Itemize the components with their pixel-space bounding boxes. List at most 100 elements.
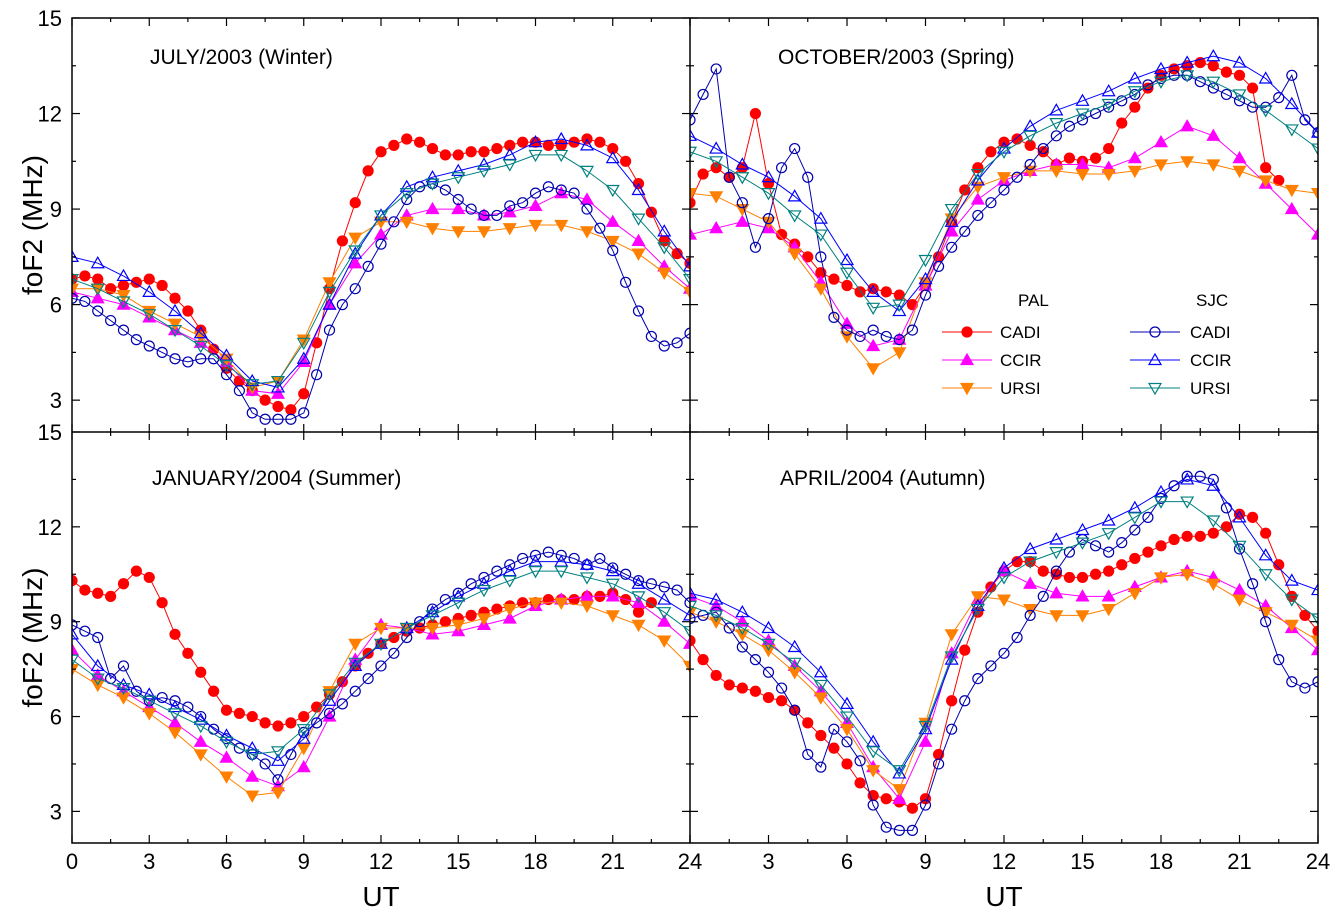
- data-point: [272, 413, 284, 425]
- data-point: [1153, 159, 1169, 172]
- data-point: [918, 254, 933, 268]
- data-point: [182, 701, 194, 713]
- data-point: [866, 746, 881, 759]
- data-point: [690, 227, 698, 240]
- data-point: [568, 187, 580, 199]
- data-point: [892, 784, 907, 797]
- data-point: [736, 641, 748, 653]
- data-point: [1273, 654, 1285, 666]
- data-point: [246, 710, 258, 723]
- data-point: [710, 669, 722, 682]
- data-point: [399, 620, 414, 634]
- data-point: [690, 197, 696, 209]
- data-point: [632, 606, 645, 618]
- data-point: [517, 197, 529, 209]
- data-point: [709, 220, 724, 234]
- series-pal-cadi: [690, 508, 1318, 814]
- data-point: [502, 205, 517, 218]
- data-point: [79, 625, 91, 637]
- data-point: [270, 375, 286, 389]
- data-point: [349, 197, 361, 209]
- data-point: [425, 622, 440, 636]
- data-point: [1246, 511, 1259, 523]
- data-point: [528, 566, 543, 579]
- data-point: [735, 172, 750, 185]
- data-point: [1127, 86, 1142, 99]
- data-point: [90, 673, 105, 686]
- data-point: [631, 248, 646, 261]
- data-point: [1310, 613, 1318, 626]
- data-point: [1286, 676, 1298, 688]
- data-point: [944, 224, 959, 237]
- data-point: [1037, 142, 1049, 155]
- data-point: [1207, 82, 1219, 94]
- data-point: [555, 139, 567, 151]
- data-point: [866, 284, 881, 297]
- data-point: [761, 170, 776, 183]
- data-point: [1037, 565, 1049, 577]
- data-point: [285, 717, 297, 729]
- data-point: [893, 334, 905, 346]
- data-point: [323, 707, 336, 719]
- data-point: [996, 594, 1012, 607]
- data-point: [605, 214, 620, 227]
- series-pal-ursi: [690, 569, 1318, 797]
- data-point: [996, 172, 1012, 185]
- data-point: [1260, 527, 1272, 539]
- data-point: [1075, 168, 1090, 182]
- data-point: [1049, 165, 1064, 179]
- legend-label: URSI: [1000, 379, 1041, 398]
- data-point: [787, 657, 802, 671]
- data-point: [245, 379, 260, 392]
- data-point: [90, 283, 105, 296]
- data-point: [813, 211, 828, 224]
- data-point: [605, 610, 620, 623]
- data-point: [348, 256, 363, 269]
- data-point: [944, 214, 959, 227]
- data-point: [348, 658, 363, 672]
- data-point: [167, 708, 183, 721]
- data-point: [709, 610, 724, 623]
- data-point: [736, 197, 748, 209]
- data-point: [182, 356, 194, 368]
- data-point: [697, 654, 709, 666]
- data-point: [866, 363, 881, 376]
- data-point: [1089, 540, 1102, 552]
- data-point: [542, 546, 554, 558]
- data-point: [1312, 625, 1318, 637]
- data-point: [270, 380, 286, 393]
- data-point: [892, 303, 907, 317]
- data-point: [298, 388, 310, 400]
- data-point: [620, 155, 632, 167]
- data-point: [866, 302, 881, 316]
- data-point: [631, 182, 646, 196]
- data-point: [568, 593, 580, 606]
- data-point: [130, 334, 142, 346]
- data-point: [1127, 512, 1142, 525]
- data-point: [682, 626, 690, 639]
- data-point: [542, 139, 554, 151]
- data-point: [1063, 120, 1076, 132]
- data-point: [1206, 76, 1221, 89]
- data-point: [1142, 511, 1154, 523]
- data-point: [1207, 473, 1219, 486]
- data-point: [1011, 133, 1023, 145]
- data-point: [1206, 49, 1221, 62]
- data-point: [581, 203, 593, 215]
- data-point: [723, 171, 735, 183]
- data-point: [880, 821, 892, 833]
- data-point: [1103, 546, 1115, 558]
- data-point: [517, 136, 529, 148]
- series-line: [72, 570, 652, 727]
- data-point: [219, 360, 234, 373]
- data-point: [671, 584, 683, 596]
- data-point: [761, 638, 776, 652]
- data-point: [787, 210, 802, 223]
- data-point: [1180, 472, 1195, 485]
- data-point: [709, 156, 724, 169]
- data-point: [1273, 559, 1285, 571]
- data-point: [167, 699, 183, 713]
- data-point: [1024, 139, 1036, 151]
- data-point: [270, 753, 286, 766]
- data-point: [1116, 95, 1128, 107]
